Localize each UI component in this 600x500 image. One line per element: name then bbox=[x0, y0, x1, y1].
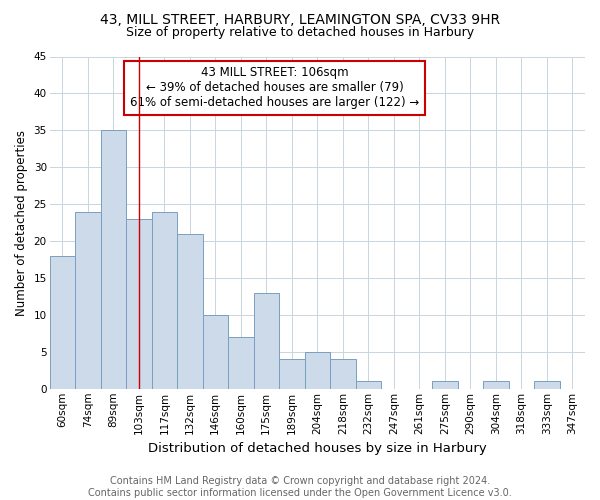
X-axis label: Distribution of detached houses by size in Harbury: Distribution of detached houses by size … bbox=[148, 442, 487, 455]
Bar bbox=[432, 382, 458, 389]
Bar bbox=[356, 382, 381, 389]
Bar bbox=[254, 293, 279, 389]
Text: Size of property relative to detached houses in Harbury: Size of property relative to detached ho… bbox=[126, 26, 474, 39]
Bar bbox=[75, 212, 101, 389]
Bar bbox=[50, 256, 75, 389]
Bar bbox=[228, 337, 254, 389]
Bar bbox=[483, 382, 509, 389]
Bar bbox=[101, 130, 126, 389]
Bar bbox=[203, 315, 228, 389]
Bar bbox=[279, 359, 305, 389]
Bar bbox=[126, 219, 152, 389]
Bar bbox=[534, 382, 560, 389]
Y-axis label: Number of detached properties: Number of detached properties bbox=[15, 130, 28, 316]
Text: 43, MILL STREET, HARBURY, LEAMINGTON SPA, CV33 9HR: 43, MILL STREET, HARBURY, LEAMINGTON SPA… bbox=[100, 12, 500, 26]
Bar bbox=[305, 352, 330, 389]
Text: Contains HM Land Registry data © Crown copyright and database right 2024.
Contai: Contains HM Land Registry data © Crown c… bbox=[88, 476, 512, 498]
Bar bbox=[330, 359, 356, 389]
Bar bbox=[177, 234, 203, 389]
Bar bbox=[152, 212, 177, 389]
Text: 43 MILL STREET: 106sqm
← 39% of detached houses are smaller (79)
61% of semi-det: 43 MILL STREET: 106sqm ← 39% of detached… bbox=[130, 66, 419, 110]
